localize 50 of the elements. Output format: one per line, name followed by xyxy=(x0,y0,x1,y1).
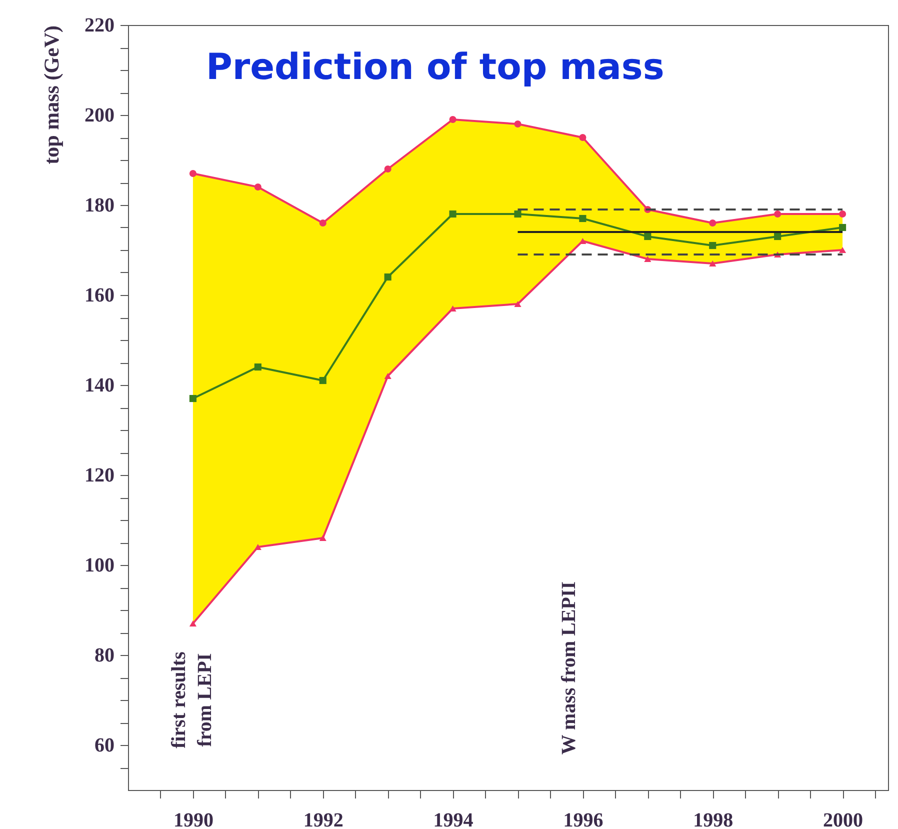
y-tick-label: 80 xyxy=(94,644,114,666)
y-tick-label: 60 xyxy=(94,734,114,756)
point xyxy=(514,120,522,128)
y-tick-label: 220 xyxy=(84,14,114,36)
point xyxy=(449,305,456,312)
text: Prediction of top mass xyxy=(206,47,664,88)
point xyxy=(254,183,262,191)
x-tick-label: 1998 xyxy=(693,810,734,829)
point xyxy=(514,210,522,218)
point xyxy=(838,210,846,218)
point xyxy=(838,246,846,254)
point xyxy=(254,363,262,371)
point xyxy=(774,210,782,218)
y-tick-label: 100 xyxy=(84,554,114,576)
y-tick-label: 180 xyxy=(84,194,114,216)
point xyxy=(319,219,326,227)
point xyxy=(579,238,586,244)
point xyxy=(384,273,392,281)
point xyxy=(449,116,456,124)
point xyxy=(709,242,716,250)
x-tick-label: 1996 xyxy=(563,810,604,829)
point xyxy=(189,620,196,627)
annotation: W mass from LEPII xyxy=(558,581,580,755)
x-tick-label: 2000 xyxy=(823,810,864,829)
point xyxy=(709,260,716,267)
point xyxy=(709,219,716,227)
x-tick-label: 1990 xyxy=(173,810,214,829)
point xyxy=(579,134,586,142)
point xyxy=(319,376,326,384)
point xyxy=(774,232,782,240)
annotation: first results from LEPI xyxy=(168,651,216,748)
point xyxy=(644,256,652,262)
point xyxy=(838,224,846,232)
y-tick-label: 140 xyxy=(84,374,114,396)
point xyxy=(384,372,392,380)
point xyxy=(189,394,196,402)
point xyxy=(189,170,196,178)
point xyxy=(384,165,392,173)
point xyxy=(449,210,456,218)
point xyxy=(579,214,586,222)
y-tick-label: 160 xyxy=(84,284,114,306)
point xyxy=(644,232,652,240)
point xyxy=(319,534,326,542)
y-tick-label: 200 xyxy=(84,104,114,126)
y-axis-title: top mass (GeV) xyxy=(40,26,64,164)
y-tick-label: 120 xyxy=(84,464,114,486)
x-tick-label: 1994 xyxy=(433,810,474,829)
point xyxy=(254,544,262,550)
x-tick-label: 1992 xyxy=(303,810,344,829)
point xyxy=(514,300,522,308)
